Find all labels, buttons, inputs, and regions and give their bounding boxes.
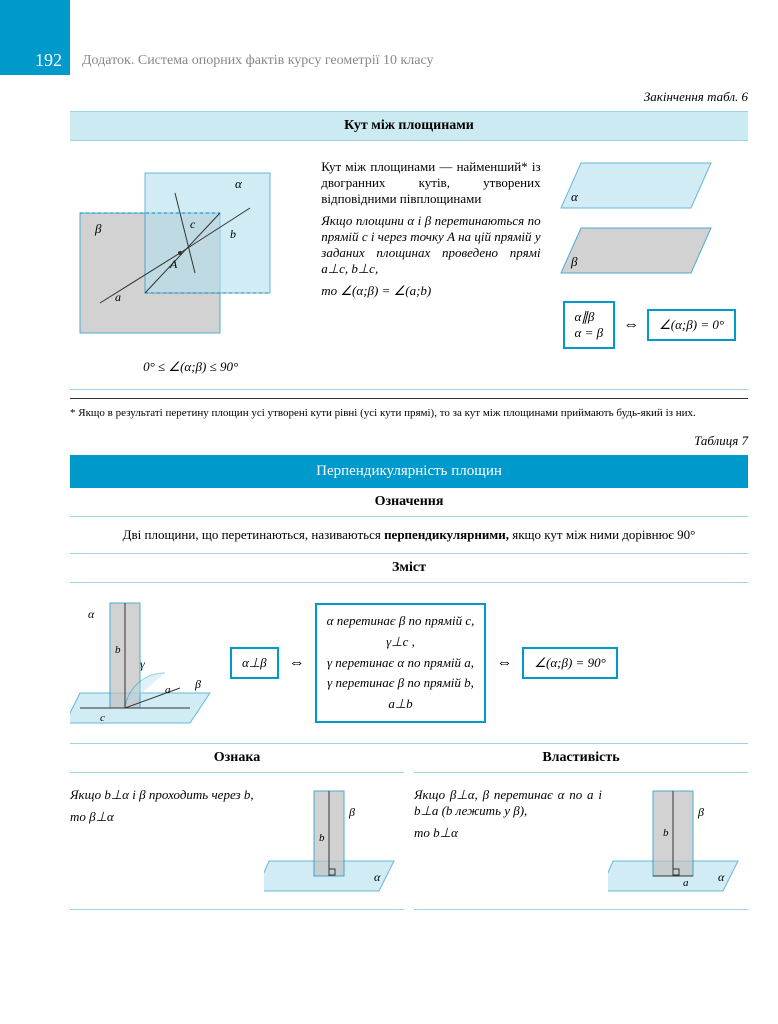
svg-text:b: b bbox=[319, 832, 325, 844]
col-oznaka: Ознака Якщо b⊥α і β проходить через b, т… bbox=[70, 744, 404, 910]
box-angle-zero: ∠(α;β) = 0° bbox=[647, 309, 736, 341]
col2-text-b: то b⊥α bbox=[414, 825, 602, 841]
col1-title: Ознака bbox=[70, 744, 404, 773]
svg-text:α: α bbox=[374, 870, 381, 884]
definition-title: Означення bbox=[70, 488, 748, 517]
svg-text:γ: γ bbox=[140, 657, 145, 671]
diagram-parallel-planes: α β α∥β α = β ⇔ ∠(α;β) = 0° bbox=[551, 153, 748, 349]
svg-text:c: c bbox=[100, 712, 105, 724]
box-equal: α = β bbox=[575, 325, 604, 341]
svg-text:α: α bbox=[571, 189, 579, 204]
label-b: b bbox=[230, 227, 236, 241]
svg-text:b: b bbox=[115, 644, 121, 656]
svg-text:β: β bbox=[194, 677, 201, 691]
diagram-oznaka: β α b bbox=[264, 781, 404, 901]
svg-text:α: α bbox=[718, 870, 725, 884]
svg-text:β: β bbox=[697, 805, 704, 819]
parallel-result: α∥β α = β ⇔ ∠(α;β) = 0° bbox=[551, 301, 748, 349]
content-title: Зміст bbox=[70, 554, 748, 583]
box-angle-90: ∠(α;β) = 90° bbox=[522, 647, 617, 679]
footnote: * Якщо в результаті перетину площин усі … bbox=[70, 398, 748, 427]
diagram-vlastyvist: β α b a bbox=[608, 781, 748, 901]
content-row: α β γ b a c α⊥β ⇔ α перетинає β по прямі… bbox=[70, 583, 748, 744]
diagram-perp-planes: α β γ b a c bbox=[70, 593, 220, 733]
box-parallel: α∥β bbox=[575, 309, 604, 325]
formula-angle-range: 0° ≤ ∠(α;β) ≤ 90° bbox=[70, 359, 311, 375]
table-7-label: Таблиця 7 bbox=[70, 433, 748, 449]
page: 192 Додаток. Система опорних фактів курс… bbox=[0, 0, 778, 1024]
header-text: Додаток. Система опорних фактів курсу ге… bbox=[70, 53, 434, 75]
page-number: 192 bbox=[0, 0, 70, 75]
text-if-planes: Якщо площини α і β перетинаються по прям… bbox=[321, 213, 540, 277]
svg-text:β: β bbox=[348, 805, 355, 819]
svg-text:a: a bbox=[683, 877, 689, 889]
col2-text-a: Якщо β⊥α, β перетинає α по a і b⊥a (b ле… bbox=[414, 787, 602, 819]
section-2-title: Перпендикулярність площин bbox=[70, 455, 748, 488]
section-1-mid-text: Кут між площинами — найменший* із двогра… bbox=[321, 153, 540, 305]
definition-text: Дві площини, що перетинаються, називають… bbox=[70, 517, 748, 554]
svg-text:β: β bbox=[570, 254, 578, 269]
svg-text:b: b bbox=[663, 827, 669, 839]
two-col-row: Ознака Якщо b⊥α і β проходить через b, т… bbox=[70, 744, 748, 910]
label-alpha: α bbox=[235, 176, 243, 191]
label-a: a bbox=[115, 290, 121, 304]
header: 192 Додаток. Система опорних фактів курс… bbox=[0, 0, 778, 75]
content: Закінчення табл. 6 Кут між площинами β α… bbox=[0, 75, 778, 930]
box-conditions: α перетинає β по прямій c, γ⊥c , γ перет… bbox=[315, 603, 487, 723]
col1-text-b: то β⊥α bbox=[70, 809, 258, 825]
label-c: c bbox=[190, 217, 196, 231]
continuation-label: Закінчення табл. 6 bbox=[70, 89, 748, 105]
diagram-intersecting-planes: β α a b c A 0° ≤ ∠(α;β) ≤ 90° bbox=[70, 153, 311, 381]
col1-text-a: Якщо b⊥α і β проходить через b, bbox=[70, 787, 258, 803]
label-beta: β bbox=[94, 221, 102, 236]
text-then: то ∠(α;β) = ∠(a;b) bbox=[321, 283, 540, 299]
section-1-title: Кут між площинами bbox=[70, 111, 748, 141]
text-angle-def: Кут між площинами — найменший* із двогра… bbox=[321, 159, 540, 207]
section-1-body: β α a b c A 0° ≤ ∠(α;β) ≤ 90° Кут між пл… bbox=[70, 145, 748, 390]
svg-text:a: a bbox=[165, 684, 171, 696]
col-vlastyvist: Властивість Якщо β⊥α, β перетинає α по a… bbox=[414, 744, 748, 910]
col2-title: Властивість bbox=[414, 744, 748, 773]
svg-text:α: α bbox=[88, 607, 95, 621]
label-A: A bbox=[169, 257, 178, 271]
box-perp: α⊥β bbox=[230, 647, 279, 679]
